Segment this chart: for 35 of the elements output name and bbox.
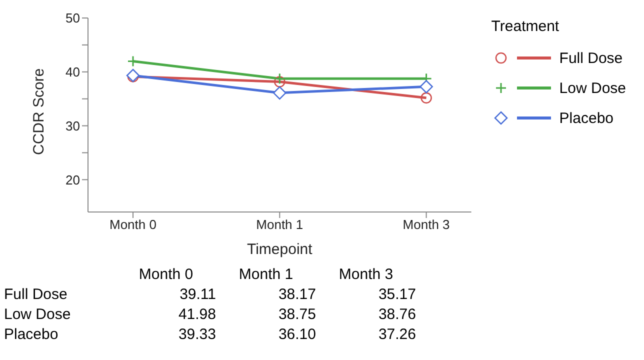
data-label: 36.10: [277, 324, 316, 344]
data-label: 38.76: [377, 304, 416, 324]
x-tick-label: Month 0: [110, 217, 156, 232]
legend-label: Full Dose: [559, 50, 623, 66]
x-tick-label: Month 1: [256, 217, 304, 232]
data-label: 35.17: [377, 284, 416, 304]
y-tick-label: 20: [66, 172, 80, 188]
text: Full Dose: [4, 286, 68, 302]
data-label: 39.11: [178, 284, 216, 304]
legend-label: Low Dose: [559, 80, 626, 96]
point: [127, 55, 139, 67]
point: [420, 80, 433, 94]
data-label: 38.75: [277, 304, 316, 324]
legend-label: Placebo: [559, 110, 614, 126]
point: [126, 68, 140, 82]
text: Placebo: [4, 326, 58, 342]
category-label: Month 1: [238, 266, 294, 282]
point: [420, 92, 432, 104]
data-label: 41.98: [177, 304, 216, 324]
category-label: Month 3: [338, 266, 394, 282]
data-label: 37.26: [377, 324, 416, 344]
point: [274, 72, 286, 84]
text: Low Dose: [4, 306, 71, 322]
x-axis-title: Timepoint: [246, 241, 314, 258]
data-label: 39.33: [177, 324, 216, 344]
category-label: Month 0: [138, 266, 194, 282]
data-label: 38.17: [277, 284, 316, 304]
point: [273, 86, 286, 100]
y-tick-label: 30: [66, 118, 80, 134]
legend-title: Treatment: [491, 18, 560, 35]
x-tick-label: Month 3: [402, 217, 450, 232]
y-tick-label: 40: [66, 64, 80, 80]
y-tick-label: 50: [66, 10, 80, 26]
point: [274, 76, 286, 88]
y-axis-title: CCDR Score: [30, 68, 48, 155]
